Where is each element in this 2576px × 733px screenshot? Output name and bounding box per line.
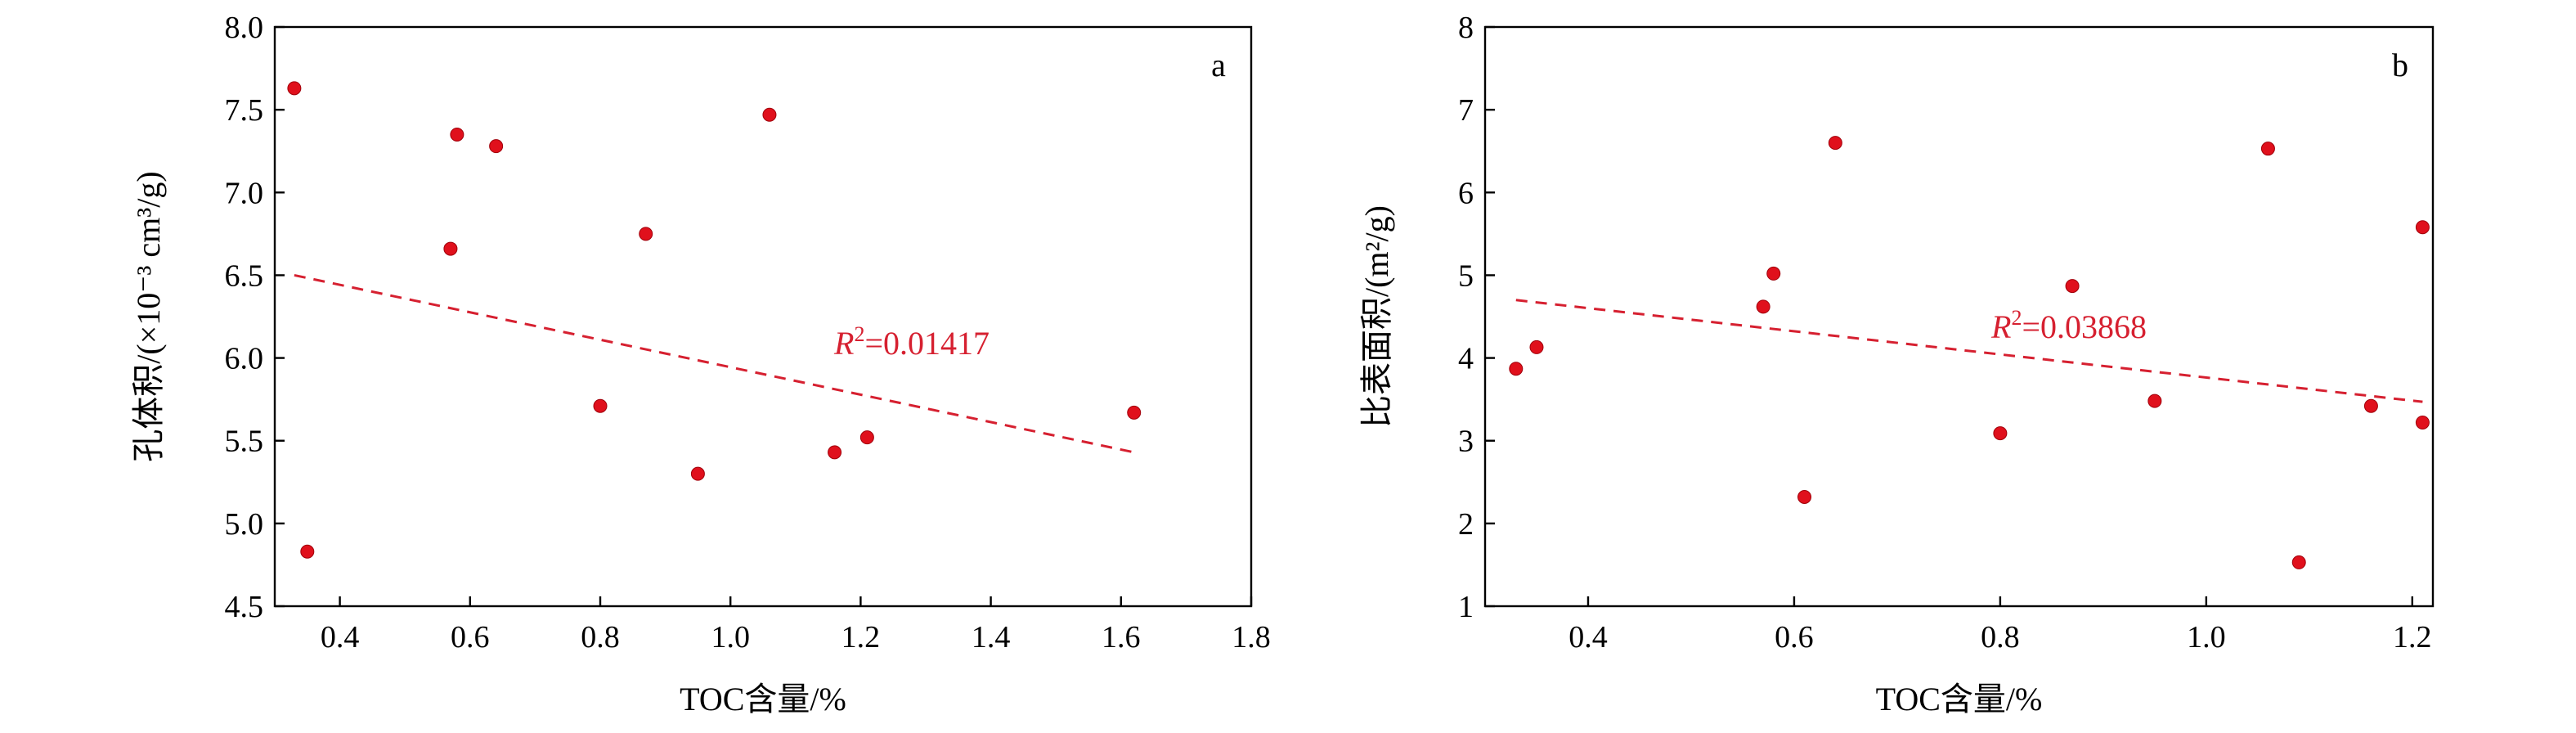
data-point — [1509, 362, 1524, 376]
data-point — [2291, 555, 2306, 569]
y-tick-label: 2 — [1458, 507, 1474, 542]
panel-label: b — [2392, 47, 2408, 83]
data-point — [1993, 426, 2008, 441]
data-point — [1766, 266, 1781, 281]
data-point — [1828, 136, 1842, 151]
x-axis-title: TOC含量/% — [1876, 681, 2043, 717]
y-tick-label: 6 — [1458, 176, 1474, 210]
data-point — [300, 544, 315, 559]
y-tick-label: 5.5 — [225, 425, 264, 459]
r-squared-superscript: 2 — [2011, 306, 2022, 330]
data-point — [828, 445, 842, 460]
y-axis-title: 比表面积/(m²/g) — [1358, 205, 1395, 428]
chart-panel-a: 0.4 0.6 0.8 1.0 1.2 1.4 1.6 1.8 4.5 5.0 5.5 6.0 6.5 7… — [130, 11, 1271, 717]
y-tick-label: 4.5 — [225, 590, 264, 624]
trend-line — [294, 273, 1135, 454]
data-point — [443, 241, 458, 256]
data-point — [1756, 299, 1770, 314]
x-tick-label: 1.0 — [711, 620, 750, 654]
data-point — [2147, 393, 2162, 408]
r-squared-label: R2=0.03868 — [1990, 306, 2147, 345]
data-point — [2260, 142, 2275, 156]
data-point — [1797, 489, 1812, 504]
x-tick-label: 0.6 — [451, 620, 490, 654]
y-tick-label: 5.0 — [225, 507, 264, 542]
data-point — [762, 107, 777, 122]
data-point — [489, 139, 504, 154]
chart-panel-b: 0.4 0.6 0.8 1.0 1.2 1 2 3 4 5 6 7 8 TOC含量/% 比表面积/(m²/g… — [1358, 11, 2435, 717]
y-tick-label: 8.0 — [225, 11, 264, 45]
x-tick-label: 1.0 — [2187, 620, 2226, 654]
data-point — [2363, 398, 2378, 413]
y-tick-label: 6.5 — [225, 259, 264, 293]
x-axis-title: TOC含量/% — [680, 681, 846, 717]
r-squared-label: R2=0.01417 — [833, 322, 990, 362]
data-point — [2065, 279, 2080, 294]
trend-line — [1515, 299, 2423, 403]
x-tick-label: 1.2 — [841, 620, 881, 654]
data-point — [1529, 340, 1544, 354]
y-tick-label: 7 — [1458, 93, 1474, 128]
x-tick-label: 0.8 — [1981, 620, 2020, 654]
x-tick-label: 0.8 — [581, 620, 620, 654]
data-point — [2415, 415, 2430, 429]
data-point — [690, 466, 705, 481]
data-point — [450, 127, 464, 142]
plot-frame — [273, 25, 1253, 608]
r-squared-symbol: R — [833, 325, 854, 362]
y-axis-title: 孔体积/(×10⁻³ cm³/g) — [130, 171, 167, 461]
data-point — [287, 81, 302, 96]
data-point — [2415, 220, 2430, 235]
r-squared-value: =0.01417 — [864, 325, 990, 362]
data-point — [639, 227, 653, 241]
y-tick-label: 3 — [1458, 425, 1474, 459]
x-tick-label: 1.8 — [1232, 620, 1271, 654]
data-point — [1127, 405, 1142, 420]
x-tick-label: 1.2 — [2393, 620, 2432, 654]
y-tick-label: 7.0 — [225, 176, 264, 210]
panel-label: a — [1211, 47, 1226, 83]
data-point — [859, 430, 874, 445]
x-tick-label: 0.6 — [1775, 620, 1814, 654]
y-tick-label: 1 — [1458, 590, 1474, 624]
x-tick-label: 0.4 — [321, 620, 360, 654]
r-squared-superscript: 2 — [854, 322, 864, 346]
y-tick-label: 6.0 — [225, 342, 264, 376]
x-tick-label: 0.4 — [1568, 620, 1608, 654]
y-tick-label: 7.5 — [225, 93, 264, 128]
y-tick-label: 8 — [1458, 11, 1474, 45]
r-squared-symbol: R — [1990, 308, 2011, 345]
y-tick-label: 5 — [1458, 259, 1474, 293]
r-squared-value: =0.03868 — [2022, 308, 2147, 345]
x-tick-label: 1.6 — [1102, 620, 1141, 654]
plot-frame — [1483, 25, 2435, 608]
data-point — [593, 398, 608, 413]
x-tick-label: 1.4 — [972, 620, 1011, 654]
y-tick-label: 4 — [1458, 342, 1474, 376]
